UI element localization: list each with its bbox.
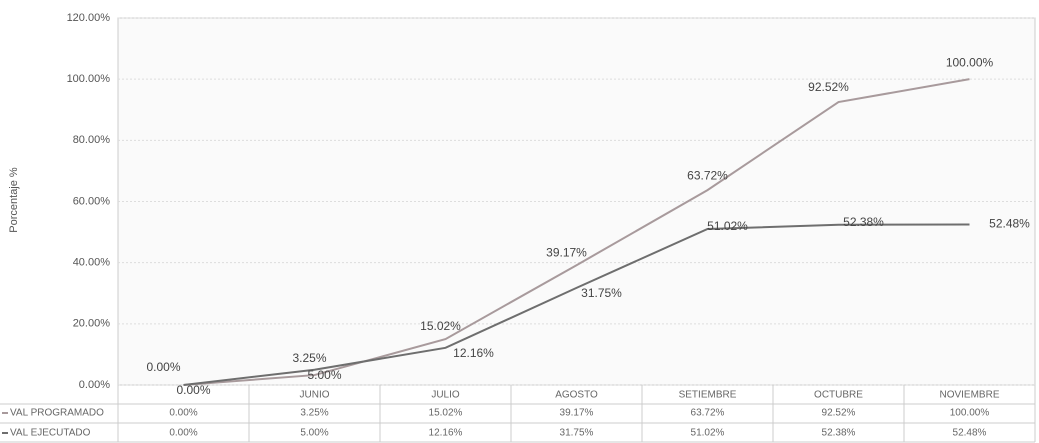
x-tick-label: SETIEMBRE	[679, 390, 737, 401]
data-label: 12.16%	[453, 346, 494, 360]
data-label: 15.02%	[420, 319, 461, 333]
x-tick-label: AGOSTO	[555, 390, 598, 401]
y-tick-label: 60.00%	[73, 195, 111, 207]
y-tick-label: 100.00%	[67, 73, 111, 85]
table-cell: 52.48%	[953, 428, 987, 439]
table-cell: 15.02%	[429, 408, 463, 419]
data-label: 52.48%	[989, 217, 1030, 231]
table-cell: 31.75%	[560, 428, 594, 439]
table-cell: 92.52%	[822, 408, 856, 419]
line-series	[183, 78, 970, 386]
table-cell: 3.25%	[300, 408, 328, 419]
data-label: 3.25%	[292, 351, 326, 365]
x-tick-label: NOVIEMBRE	[939, 390, 999, 401]
x-tick-label: JULIO	[431, 390, 460, 401]
table-cell: 39.17%	[560, 408, 594, 419]
y-tick-label: 40.00%	[73, 257, 111, 269]
table-cell: 5.00%	[300, 428, 328, 439]
data-label: 0.00%	[176, 383, 210, 397]
legend-label: VAL PROGRAMADO	[10, 408, 104, 419]
data-label: 92.52%	[808, 80, 849, 94]
table-cell: 0.00%	[169, 428, 197, 439]
data-label: 39.17%	[546, 245, 587, 259]
y-tick-label: 80.00%	[73, 134, 111, 146]
y-tick-label: 20.00%	[73, 318, 111, 330]
data-label: 51.02%	[707, 219, 748, 233]
x-tick-label: JUNIO	[300, 390, 330, 401]
table-cell: 51.02%	[691, 428, 725, 439]
table-cell: 52.38%	[822, 428, 856, 439]
data-label: 100.00%	[946, 55, 994, 69]
table-cell: 63.72%	[691, 408, 725, 419]
data-label: 52.38%	[843, 215, 884, 229]
line-series	[183, 223, 970, 386]
y-tick-label: 0.00%	[79, 379, 110, 391]
table-cell: 0.00%	[169, 408, 197, 419]
data-label: 31.75%	[581, 286, 622, 300]
data-label: 63.72%	[687, 168, 728, 182]
data-label: 5.00%	[307, 368, 341, 382]
data-label: 0.00%	[146, 360, 180, 374]
y-axis-label: Porcentaje %	[8, 167, 20, 233]
x-tick-label: OCTUBRE	[814, 390, 863, 401]
y-tick-label: 120.00%	[67, 12, 111, 24]
table-cell: 100.00%	[950, 408, 990, 419]
legend-label: VAL EJECUTADO	[10, 428, 91, 439]
table-cell: 12.16%	[429, 428, 463, 439]
